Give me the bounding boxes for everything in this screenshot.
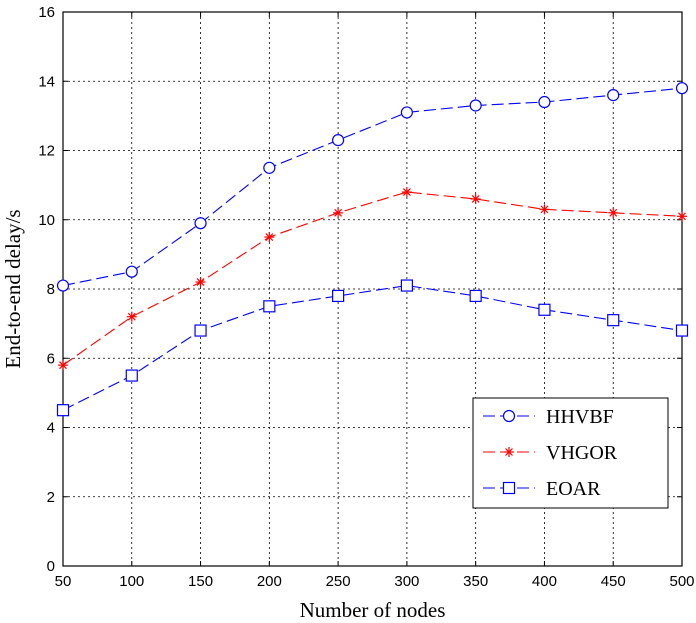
series-line-vhgor: [62, 191, 683, 366]
x-tick-label: 50: [55, 573, 72, 590]
series-line-hhvbf: [62, 87, 683, 287]
y-tick-label: 0: [47, 558, 55, 575]
data-point-hhvbf: [263, 161, 276, 174]
data-point-eoar: [607, 314, 620, 327]
data-point-eoar: [400, 279, 413, 292]
y-tick-label: 2: [47, 489, 55, 506]
legend-item-eoar: EOAR: [483, 478, 601, 500]
x-tick-label: 400: [532, 573, 557, 590]
data-point-hhvbf: [538, 95, 551, 109]
data-point-vhgor: [470, 193, 481, 204]
data-point-eoar: [194, 324, 207, 337]
legend-item-hhvbf: HHVBF: [483, 406, 614, 428]
y-tick-label: 10: [38, 212, 55, 229]
x-tick-label: 150: [188, 573, 213, 590]
legend-label-hhvbf: HHVBF: [546, 406, 614, 428]
data-point-vhgor: [539, 204, 550, 215]
y-tick-label: 4: [47, 420, 55, 437]
data-point-vhgor: [58, 360, 68, 371]
data-point-vhgor: [195, 277, 206, 288]
y-tick-label: 14: [38, 73, 55, 90]
x-tick-label: 450: [601, 573, 626, 590]
data-point-hhvbf: [400, 106, 413, 119]
data-point-eoar: [125, 369, 138, 382]
legend-item-vhgor: VHGOR: [483, 442, 618, 464]
series-eoar: [56, 279, 689, 417]
x-tick-label: 350: [463, 573, 488, 590]
data-point-vhgor: [401, 187, 412, 198]
legend-label-eoar: EOAR: [546, 478, 601, 500]
data-point-vhgor: [264, 232, 275, 243]
x-tick-label: 500: [669, 573, 694, 590]
data-point-eoar: [263, 300, 276, 313]
y-tick-label: 12: [38, 143, 55, 160]
series-line-eoar: [62, 284, 683, 411]
data-point-hhvbf: [194, 217, 207, 230]
x-tick-label: 300: [394, 573, 419, 590]
series-hhvbf: [56, 82, 689, 292]
data-point-eoar: [56, 404, 70, 417]
y-axis-label: End-to-end delay/s: [1, 209, 25, 368]
data-point-hhvbf: [332, 134, 345, 147]
data-point-vhgor: [126, 311, 137, 322]
legend-label-vhgor: VHGOR: [546, 442, 618, 464]
data-point-vhgor: [677, 211, 687, 222]
data-point-eoar: [675, 324, 689, 337]
data-point-hhvbf: [469, 99, 482, 112]
legend: HHVBF VHGOR EOAR: [472, 397, 669, 509]
x-tick-label: 250: [326, 573, 351, 590]
data-point-hhvbf: [607, 88, 620, 102]
data-point-vhgor: [333, 207, 344, 218]
x-axis-label: Number of nodes: [300, 598, 446, 622]
y-tick-label: 8: [47, 281, 55, 298]
y-tick-label: 16: [38, 4, 55, 21]
data-point-eoar: [469, 289, 482, 303]
y-tick-label: 6: [47, 350, 55, 367]
data-point-eoar: [332, 289, 345, 303]
data-point-hhvbf: [125, 265, 138, 278]
data-point-vhgor: [608, 207, 619, 218]
data-point-hhvbf: [675, 82, 689, 95]
x-tick-label: 100: [119, 573, 144, 590]
data-point-eoar: [538, 303, 551, 316]
legend-marker-eoar: [502, 481, 516, 495]
data-point-hhvbf: [56, 279, 70, 292]
series-vhgor: [58, 187, 687, 371]
axis-ticks: 50 100 150 200 250 300 350 400 450 500 0 2 4 6 8 10 12 14…: [38, 4, 694, 590]
x-tick-label: 200: [257, 573, 282, 590]
series-layer: [56, 82, 689, 417]
legend-marker-hhvbf: [502, 409, 516, 423]
legend-marker-vhgor: [504, 447, 514, 457]
